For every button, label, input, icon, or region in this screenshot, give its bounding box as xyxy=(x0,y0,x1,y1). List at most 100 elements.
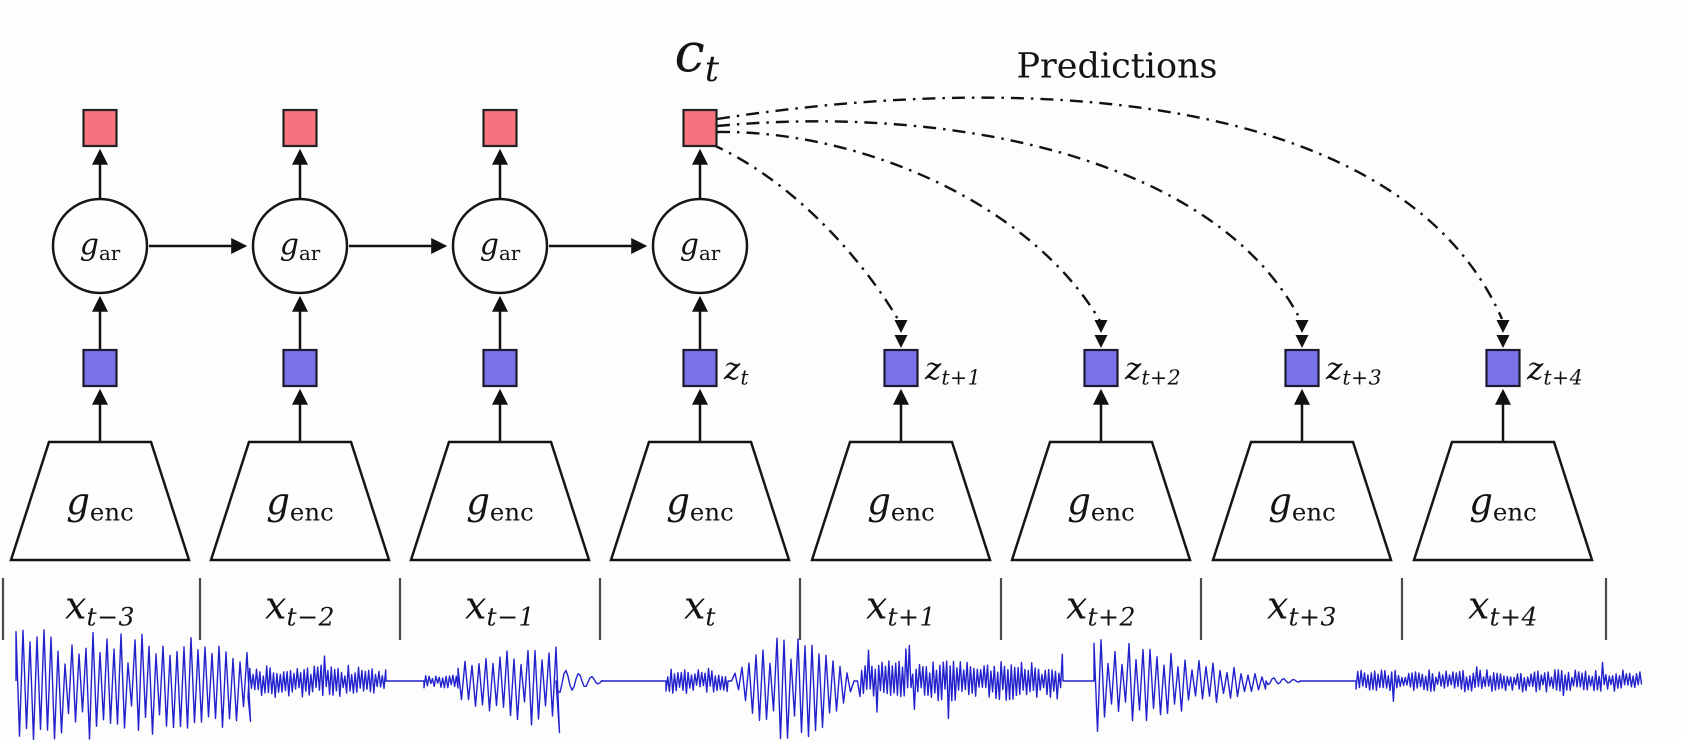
segment-label-base: x xyxy=(683,583,706,628)
prediction-arrowhead-4-2 xyxy=(1496,335,1510,348)
context-label-base: c xyxy=(674,21,705,85)
encoder-label: genc xyxy=(266,483,334,525)
autoregressive-label: gar xyxy=(680,230,720,263)
encoder-label: genc xyxy=(1469,483,1537,525)
prediction-arrowhead-3-2 xyxy=(1295,335,1309,348)
segment-label: xt−2 xyxy=(265,586,335,629)
encoder-trapezoid xyxy=(609,440,791,562)
encoder-label-base: g xyxy=(1067,479,1091,523)
encoder-label-sub: enc xyxy=(289,497,334,527)
encoder-label-base: g xyxy=(1268,479,1292,523)
latent-square xyxy=(1083,348,1119,388)
latent-label-base: z xyxy=(925,350,942,387)
prediction-arrowhead-1-2 xyxy=(894,335,908,348)
encoder-label-sub: enc xyxy=(890,497,935,527)
encoder-trapezoid xyxy=(209,440,391,562)
latent-label-base: z xyxy=(1527,350,1544,387)
prediction-arrowhead-2-2 xyxy=(1094,335,1108,348)
latent-label-sub: t+3 xyxy=(1342,365,1383,390)
autoregressive-circle xyxy=(51,197,149,295)
encoder-label-base: g xyxy=(867,479,891,523)
segment-label-sub: t−2 xyxy=(286,602,335,632)
autoregressive-label: gar xyxy=(280,230,320,263)
autoregressive-label-base: g xyxy=(479,227,499,263)
latent-square xyxy=(482,348,518,388)
latent-square xyxy=(1284,348,1320,388)
prediction-curve-4 xyxy=(716,96,1504,320)
segment-label-base: x xyxy=(65,583,87,628)
prediction-arrowhead-2-1 xyxy=(1094,320,1108,333)
encoder-label-sub: enc xyxy=(1492,497,1537,527)
context-square xyxy=(482,108,518,148)
segment-label-sub: t+2 xyxy=(1087,602,1136,632)
autoregressive-label-sub: ar xyxy=(298,241,321,265)
segment-label-sub: t+4 xyxy=(1489,602,1538,632)
autoregressive-label-base: g xyxy=(79,227,99,263)
autoregressive-circle xyxy=(451,197,549,295)
prediction-curve-3 xyxy=(716,120,1303,322)
prediction-curve-1 xyxy=(710,142,901,322)
encoder-label: genc xyxy=(66,483,134,525)
encoder-trapezoid xyxy=(1412,440,1594,562)
encoder-label: genc xyxy=(666,483,734,525)
encoder-label-sub: enc xyxy=(1090,497,1135,527)
latent-label-base: z xyxy=(1326,350,1343,387)
latent-square xyxy=(883,348,919,388)
autoregressive-circle xyxy=(651,197,749,295)
encoder-label-sub: enc xyxy=(1291,497,1336,527)
encoder-label-base: g xyxy=(666,479,690,523)
segment-label-sub: t−1 xyxy=(486,602,535,632)
segment-label-base: x xyxy=(265,583,287,628)
network-nodes xyxy=(9,108,1594,562)
encoder-label-base: g xyxy=(266,479,290,523)
segment-label: xt+1 xyxy=(866,586,936,629)
latent-label-base: z xyxy=(724,350,741,387)
autoregressive-label-base: g xyxy=(279,227,299,263)
encoder-label: genc xyxy=(1067,483,1135,525)
prediction-curve-2 xyxy=(716,130,1102,322)
autoregressive-label-sub: ar xyxy=(698,241,721,265)
segment-label: xt+3 xyxy=(1267,586,1337,629)
context-label-sub: t xyxy=(704,49,720,91)
autoregressive-label: gar xyxy=(480,230,520,263)
segment-label: xt−1 xyxy=(465,586,535,629)
segment-label: xt xyxy=(684,586,716,629)
flow-arrows xyxy=(91,148,1512,441)
encoder-label-base: g xyxy=(66,479,90,523)
encoder-trapezoid xyxy=(810,440,992,562)
autoregressive-label-sub: ar xyxy=(98,241,121,265)
segment-label-base: x xyxy=(1066,583,1088,628)
segment-label-base: x xyxy=(465,583,487,628)
encoder-label: genc xyxy=(867,483,935,525)
segment-label-sub: t−3 xyxy=(86,602,135,632)
segment-separators xyxy=(1,578,1608,640)
audio-waveform xyxy=(15,629,1643,741)
encoder-trapezoid xyxy=(409,440,591,562)
latent-label: zt+1 xyxy=(925,350,982,390)
autoregressive-label-sub: ar xyxy=(498,241,521,265)
latent-label: zt+3 xyxy=(1326,350,1383,390)
prediction-arrowhead-1-1 xyxy=(894,320,908,333)
encoder-label: genc xyxy=(466,483,534,525)
segment-label-sub: t xyxy=(705,602,717,632)
encoder-trapezoid xyxy=(1211,440,1393,562)
autoregressive-circle xyxy=(251,197,349,295)
latent-label-base: z xyxy=(1125,350,1142,387)
latent-square xyxy=(682,348,718,388)
segment-label-base: x xyxy=(1267,583,1289,628)
latent-label: zt xyxy=(724,350,749,388)
latent-label-sub: t+2 xyxy=(1141,365,1182,390)
predictions-label: Predictions xyxy=(1016,46,1218,87)
segment-label-sub: t+3 xyxy=(1288,602,1337,632)
segment-label-base: x xyxy=(1468,583,1490,628)
waveform-path xyxy=(15,629,1643,741)
latent-label-sub: t+1 xyxy=(941,365,982,390)
encoder-label-base: g xyxy=(466,479,490,523)
segment-label-sub: t+1 xyxy=(887,602,936,632)
segment-label-base: x xyxy=(866,583,888,628)
latent-label-sub: t+4 xyxy=(1543,365,1584,390)
segment-label: xt+2 xyxy=(1066,586,1136,629)
context-vector-label: ct xyxy=(674,26,719,88)
